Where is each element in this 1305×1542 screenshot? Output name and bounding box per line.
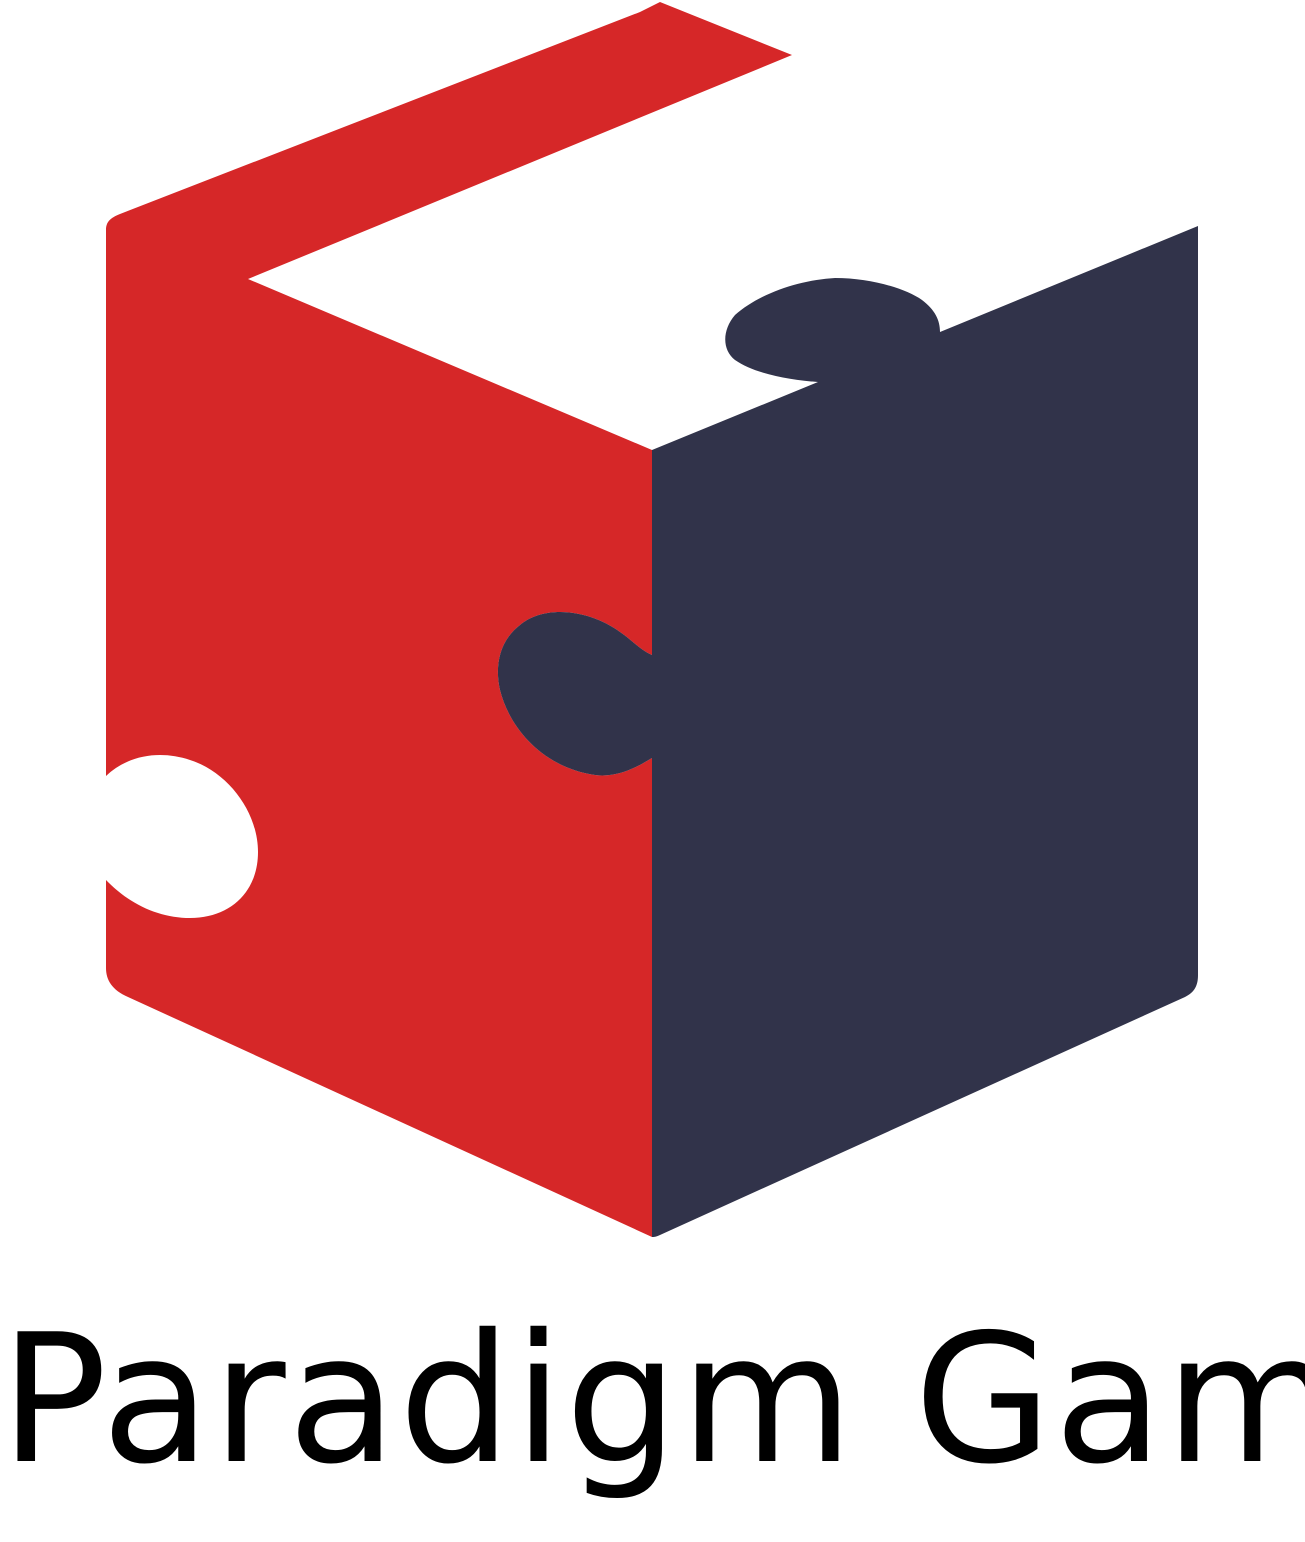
cube-left-face [106,2,792,1237]
cube-right-face [497,226,1198,1237]
puzzle-cube-icon [106,2,1198,1237]
brand-wordmark: Paradigm Games [0,1296,1305,1503]
